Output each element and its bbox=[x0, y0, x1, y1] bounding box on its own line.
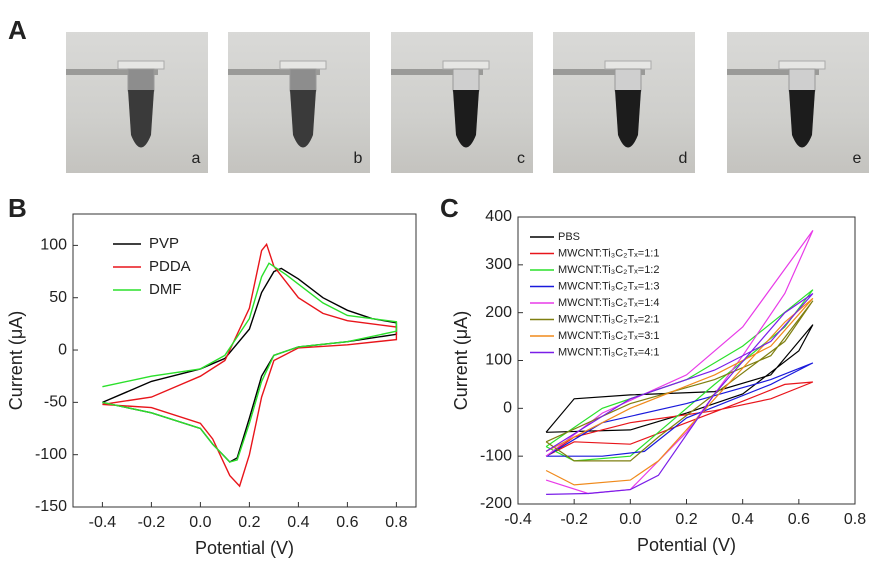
y-tick-label: -200 bbox=[480, 495, 512, 512]
photo-label: e bbox=[853, 150, 862, 167]
tube-cap bbox=[778, 60, 826, 70]
cv-curve bbox=[545, 300, 814, 462]
y-axis-label: Current (μA) bbox=[6, 311, 26, 410]
x-tick-label: -0.2 bbox=[138, 514, 166, 531]
legend-label: PBS bbox=[558, 231, 580, 243]
plot-frame bbox=[72, 213, 417, 508]
photo-label: c bbox=[517, 150, 525, 167]
cv-curve bbox=[545, 293, 814, 495]
plot-frame bbox=[517, 216, 856, 505]
x-tick-label: -0.4 bbox=[89, 514, 117, 531]
holder-bar bbox=[553, 69, 645, 75]
holder-bar bbox=[391, 69, 483, 75]
panel-label: C bbox=[440, 193, 459, 223]
tube-liquid bbox=[615, 90, 641, 148]
y-tick-label: -50 bbox=[44, 394, 67, 411]
cv-curve bbox=[545, 381, 814, 457]
tube-cap bbox=[604, 60, 652, 70]
x-tick-label: 0.6 bbox=[788, 511, 810, 528]
legend-label: DMF bbox=[149, 281, 182, 298]
y-tick-label: 0 bbox=[58, 341, 67, 358]
x-tick-label: 0.4 bbox=[287, 514, 309, 531]
y-axis-label: Current (μA) bbox=[451, 311, 471, 410]
y-tick-label: -100 bbox=[480, 447, 512, 464]
cv-curve bbox=[102, 267, 398, 463]
legend-label: PVP bbox=[149, 235, 179, 252]
tube-cap bbox=[117, 60, 165, 70]
legend-label: MWCNT:Ti₃C₂Tₓ=3:1 bbox=[558, 330, 659, 342]
x-tick-label: 0.0 bbox=[189, 514, 211, 531]
cv-curve bbox=[545, 362, 814, 457]
y-tick-label: 100 bbox=[485, 352, 512, 369]
tube-top bbox=[289, 68, 317, 92]
legend-label: PDDA bbox=[149, 258, 191, 275]
y-tick-label: -100 bbox=[35, 446, 67, 463]
tube-liquid bbox=[290, 90, 316, 148]
x-tick-label: 0.4 bbox=[732, 511, 754, 528]
legend-label: MWCNT:Ti₃C₂Tₓ=4:1 bbox=[558, 346, 659, 358]
cv-curve bbox=[102, 242, 398, 488]
legend-label: MWCNT:Ti₃C₂Tₓ=2:1 bbox=[558, 313, 659, 325]
legend-label: MWCNT:Ti₃C₂Tₓ=1:1 bbox=[558, 247, 659, 259]
tube-top bbox=[788, 68, 816, 92]
tube-top bbox=[614, 68, 642, 92]
cv-curve bbox=[102, 262, 398, 463]
holder-bar bbox=[727, 69, 819, 75]
x-tick-label: 0.0 bbox=[619, 511, 641, 528]
photo-label: b bbox=[354, 150, 363, 167]
x-tick-label: -0.2 bbox=[560, 511, 588, 528]
legend-label: MWCNT:Ti₃C₂Tₓ=1:4 bbox=[558, 297, 659, 309]
cv-curve bbox=[545, 324, 814, 433]
x-tick-label: 0.2 bbox=[675, 511, 697, 528]
x-tick-label: 0.8 bbox=[385, 514, 407, 531]
x-tick-label: 0.2 bbox=[238, 514, 260, 531]
tube-liquid bbox=[453, 90, 479, 148]
y-tick-label: 50 bbox=[49, 289, 67, 306]
legend-label: MWCNT:Ti₃C₂Tₓ=1:2 bbox=[558, 264, 659, 276]
tube-cap bbox=[442, 60, 490, 70]
photo-label: a bbox=[192, 150, 201, 167]
holder-bar bbox=[66, 69, 158, 75]
y-tick-label: 400 bbox=[485, 208, 512, 225]
x-axis-label: Potential (V) bbox=[637, 535, 736, 555]
panel-label: B bbox=[8, 193, 27, 223]
tube-liquid bbox=[128, 90, 154, 148]
tube-cap bbox=[279, 60, 327, 70]
panel-label: A bbox=[8, 15, 27, 45]
y-tick-label: 0 bbox=[503, 400, 512, 417]
x-tick-label: 0.8 bbox=[844, 511, 866, 528]
holder-bar bbox=[228, 69, 320, 75]
y-tick-label: 300 bbox=[485, 256, 512, 273]
tube-top bbox=[127, 68, 155, 92]
photo-label: d bbox=[679, 150, 688, 167]
y-tick-label: -150 bbox=[35, 498, 67, 515]
tube-top bbox=[452, 68, 480, 92]
cv-curve bbox=[545, 297, 814, 486]
legend-label: MWCNT:Ti₃C₂Tₓ=1:3 bbox=[558, 280, 659, 292]
y-tick-label: 100 bbox=[40, 237, 67, 254]
tube-liquid bbox=[789, 90, 815, 148]
x-tick-label: -0.4 bbox=[504, 511, 532, 528]
x-axis-label: Potential (V) bbox=[195, 538, 294, 558]
x-tick-label: 0.6 bbox=[336, 514, 358, 531]
y-tick-label: 200 bbox=[485, 304, 512, 321]
